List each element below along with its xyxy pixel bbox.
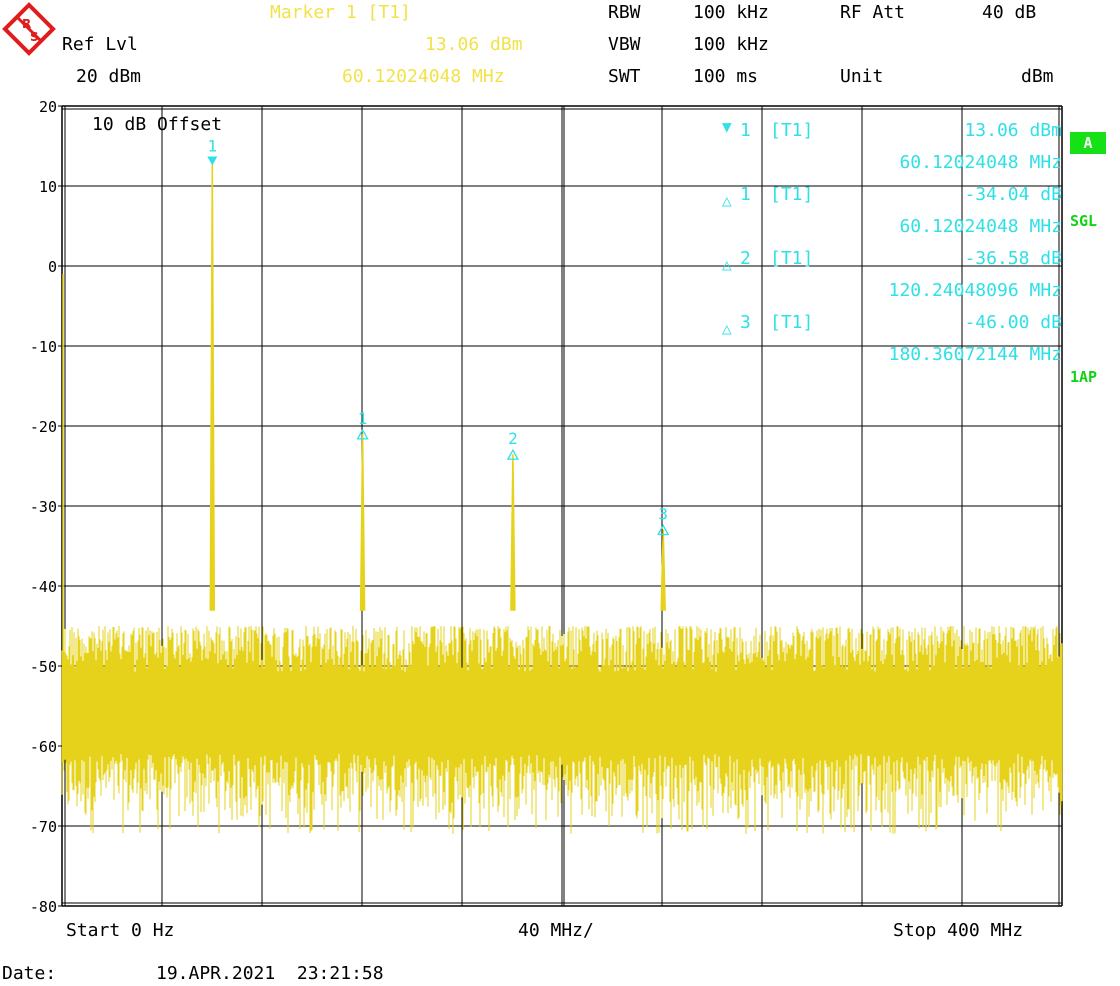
unit-value: dBm [1021,66,1054,87]
peak-trace [209,161,216,611]
rbw-value: 100 kHz [693,2,769,23]
svg-text:S: S [30,30,39,44]
start-frequency: Start 0 Hz [66,920,175,941]
y-tick-label: -10 [30,338,57,356]
peak-trace [660,529,666,611]
marker-label: 1 [358,409,368,428]
y-tick-label: -60 [30,738,57,756]
marker-frequency: 60.12024048 MHz [342,66,505,87]
marker-label: 2 [508,429,518,448]
marker-level: 13.06 dBm [425,34,523,55]
rf-att-value: 40 dB [982,2,1037,23]
marker-table-trace: [T1] [770,184,814,205]
marker-table-index: 2 [740,248,751,269]
marker-table-trace: [T1] [770,120,814,141]
peak-trace [359,433,366,611]
noise-floor-trace [61,626,1063,834]
y-tick-label: -70 [30,818,57,836]
marker-table-value: -34.04 dB [964,184,1062,205]
marker-title: Marker 1 [T1] [270,2,411,23]
marker-normal-icon: ▼ [722,117,732,136]
rf-att-label: RF Att [840,2,906,23]
marker-normal-icon [207,156,218,166]
vbw-value: 100 kHz [693,34,769,55]
sweep-mode-label: SGL [1070,212,1098,230]
y-tick-label: -80 [30,898,57,916]
offset-label: 10 dB Offset [92,114,223,135]
unit-label: Unit [840,66,884,87]
marker-delta-icon: △ [722,319,732,338]
date-label: Date: [2,963,57,984]
detector-label: 1AP [1070,368,1098,386]
marker-table-value: -36.58 dB [964,248,1062,269]
marker-table-frequency: 60.12024048 MHz [899,152,1062,173]
y-tick-label: 10 [39,178,57,196]
y-tick-label: -30 [30,498,57,516]
marker-delta-icon: △ [722,255,732,274]
ref-level-value: 20 dBm [76,66,142,87]
frequency-division: 40 MHz/ [518,920,594,941]
y-tick-label: 20 [39,98,57,116]
marker-table-index: 3 [740,312,751,333]
marker-delta-icon [657,524,670,536]
marker-delta-icon [506,448,520,460]
marker-table-value: 13.06 dBm [964,120,1062,141]
marker-table-frequency: 180.36072144 MHz [888,344,1062,365]
swt-label: SWT [608,66,641,87]
swt-value: 100 ms [693,66,759,87]
y-tick-label: -20 [30,418,57,436]
ref-level-label: Ref Lvl [62,34,138,55]
marker-label: 1 [207,137,217,156]
vbw-label: VBW [608,34,641,55]
svg-text:R: R [22,17,31,31]
rohde-schwarz-logo-icon: R S [2,2,56,56]
y-tick-label: -40 [30,578,57,596]
marker-table-trace: [T1] [770,248,814,269]
marker-table-index: 1 [740,120,751,141]
rbw-label: RBW [608,2,641,23]
marker-table-index: 1 [740,184,751,205]
marker-table-trace: [T1] [770,312,814,333]
date-value: 19.APR.2021 23:21:58 [156,963,384,984]
y-tick-label: 0 [48,258,57,276]
marker-delta-icon [356,428,369,440]
stop-frequency: Stop 400 MHz [893,920,1024,941]
marker-table-frequency: 60.12024048 MHz [899,216,1062,237]
y-tick-label: -50 [30,658,57,676]
marker-table-value: -46.00 dB [964,312,1062,333]
trace-a-badge: A [1070,132,1106,154]
marker-table-frequency: 120.24048096 MHz [888,280,1062,301]
peak-trace [510,454,516,611]
marker-label: 3 [658,505,668,524]
marker-delta-icon: △ [722,191,732,210]
